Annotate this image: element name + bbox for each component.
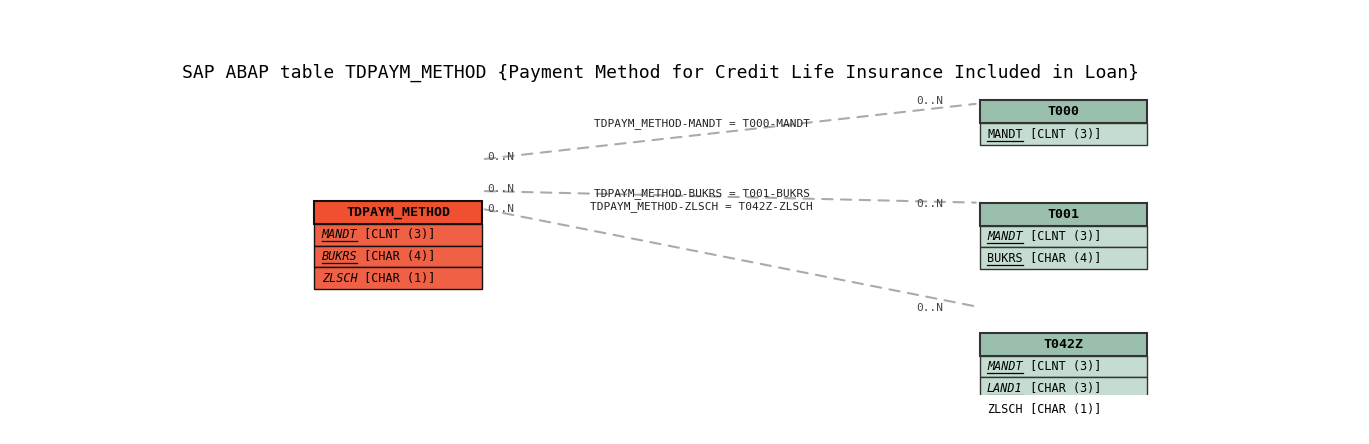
Text: MANDT: MANDT: [987, 127, 1023, 141]
FancyBboxPatch shape: [980, 247, 1147, 269]
Text: [CHAR (4)]: [CHAR (4)]: [357, 250, 435, 263]
Text: [CLNT (3)]: [CLNT (3)]: [357, 229, 435, 242]
Text: [CHAR (3)]: [CHAR (3)]: [1023, 382, 1101, 395]
Text: LAND1: LAND1: [987, 382, 1023, 395]
Text: 0..N: 0..N: [487, 151, 515, 162]
Text: 0..N: 0..N: [916, 199, 943, 210]
Text: 0..N: 0..N: [916, 303, 943, 313]
Text: ZLSCH: ZLSCH: [987, 403, 1023, 416]
Text: TDPAYM_METHOD-MANDT = T000-MANDT: TDPAYM_METHOD-MANDT = T000-MANDT: [594, 118, 809, 129]
Text: TDPAYM_METHOD-ZLSCH = T042Z-ZLSCH: TDPAYM_METHOD-ZLSCH = T042Z-ZLSCH: [590, 201, 813, 211]
Text: TDPAYM_METHOD: TDPAYM_METHOD: [346, 206, 450, 219]
Text: [CLNT (3)]: [CLNT (3)]: [1023, 127, 1101, 141]
Text: [CLNT (3)]: [CLNT (3)]: [1023, 230, 1101, 243]
Text: TDPAYM_METHOD-BUKRS = T001-BUKRS: TDPAYM_METHOD-BUKRS = T001-BUKRS: [594, 188, 809, 199]
FancyBboxPatch shape: [315, 224, 482, 246]
Text: 0..N: 0..N: [916, 96, 943, 106]
Text: [CHAR (1)]: [CHAR (1)]: [357, 272, 435, 285]
FancyBboxPatch shape: [980, 123, 1147, 145]
Text: BUKRS: BUKRS: [322, 250, 357, 263]
Text: BUKRS: BUKRS: [987, 252, 1023, 265]
Text: 0..N: 0..N: [487, 204, 515, 214]
FancyBboxPatch shape: [980, 377, 1147, 399]
Text: T042Z: T042Z: [1043, 338, 1083, 351]
FancyBboxPatch shape: [315, 246, 482, 267]
Text: T000: T000: [1047, 105, 1079, 119]
Text: MANDT: MANDT: [987, 230, 1023, 243]
Text: 0..N: 0..N: [487, 184, 515, 194]
FancyBboxPatch shape: [980, 203, 1147, 226]
FancyBboxPatch shape: [315, 267, 482, 289]
Text: [CHAR (4)]: [CHAR (4)]: [1023, 252, 1101, 265]
FancyBboxPatch shape: [315, 201, 482, 224]
Text: T001: T001: [1047, 208, 1079, 221]
Text: SAP ABAP table TDPAYM_METHOD {Payment Method for Credit Life Insurance Included : SAP ABAP table TDPAYM_METHOD {Payment Me…: [182, 63, 1139, 82]
FancyBboxPatch shape: [980, 356, 1147, 377]
Text: [CHAR (1)]: [CHAR (1)]: [1023, 403, 1101, 416]
Text: MANDT: MANDT: [322, 229, 357, 242]
FancyBboxPatch shape: [980, 226, 1147, 247]
Text: [CLNT (3)]: [CLNT (3)]: [1023, 360, 1101, 373]
FancyBboxPatch shape: [980, 100, 1147, 123]
Text: ZLSCH: ZLSCH: [322, 272, 357, 285]
Text: MANDT: MANDT: [987, 360, 1023, 373]
FancyBboxPatch shape: [980, 399, 1147, 420]
FancyBboxPatch shape: [980, 333, 1147, 356]
